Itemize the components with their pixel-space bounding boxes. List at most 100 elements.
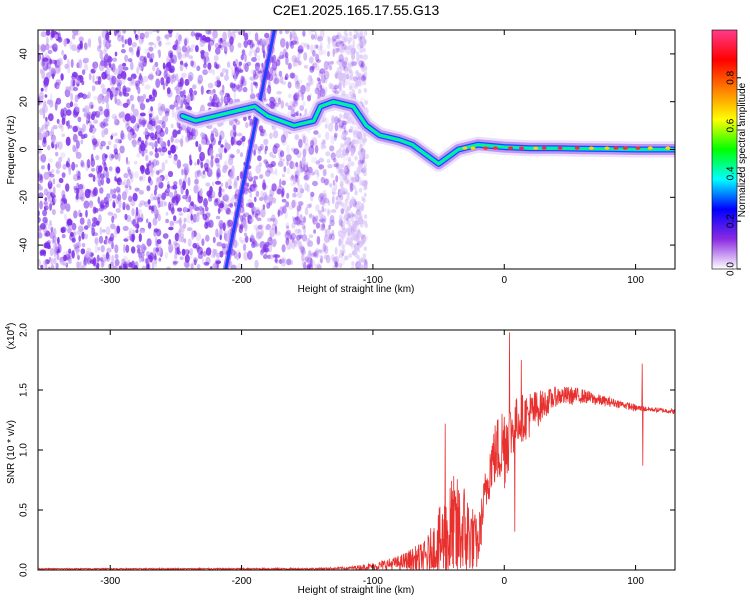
heatmap-noise-cell <box>124 39 127 45</box>
heatmap-noise-cell <box>301 246 305 255</box>
heatmap-noise-cell <box>229 31 236 41</box>
heatmap-noise-cell <box>135 206 139 217</box>
heatmap-noise-cell <box>152 65 156 72</box>
heatmap-noise-cell <box>170 144 176 154</box>
heatmap-noise-cell <box>292 192 297 198</box>
heatmap-noise-cell <box>53 242 58 252</box>
heatmap-noise-cell <box>312 62 317 69</box>
heatmap-noise-cell <box>110 188 114 195</box>
heatmap-noise-cell <box>187 71 194 82</box>
heatmap-noise-cell <box>290 232 296 240</box>
heatmap-noise-cell <box>74 94 79 103</box>
heatmap-noise-cell <box>42 209 48 217</box>
heatmap-noise-cell <box>272 265 279 269</box>
heatmap-noise-cell <box>291 161 296 170</box>
heatmap-noise-cell <box>138 136 142 142</box>
heatmap-noise-cell <box>71 33 76 40</box>
heatmap-noise-cell <box>118 91 123 97</box>
heatmap-noise-cell <box>139 228 146 234</box>
heatmap-noise-cell <box>116 188 121 195</box>
heatmap-noise-cell <box>310 30 317 33</box>
heatmap-noise-cell <box>271 214 276 222</box>
heatmap-noise-cell <box>72 229 77 239</box>
heatmap-noise-cell <box>327 61 331 66</box>
heatmap-noise-cell <box>297 201 304 206</box>
heatmap-noise-cell <box>96 173 101 183</box>
heatmap-noise-cell <box>152 217 158 226</box>
heatmap-noise-cell <box>240 75 244 84</box>
heatmap-noise-cell <box>193 259 197 266</box>
heatmap-noise-cell <box>195 140 199 148</box>
heatmap-noise-cell <box>178 126 183 131</box>
heatmap-noise-cell <box>106 61 110 66</box>
heatmap-noise-cell <box>38 132 44 141</box>
heatmap-noise-cell <box>114 94 117 104</box>
heatmap-noise-cell <box>294 57 300 63</box>
heatmap-noise-cell <box>315 53 320 62</box>
heatmap-noise-cell <box>148 160 152 166</box>
heatmap-noise-cell <box>139 103 146 111</box>
heatmap-noise-cell <box>251 241 256 248</box>
heatmap-noise-cell <box>306 253 312 263</box>
heatmap-noise-cell <box>321 205 325 213</box>
heatmap-noise-cell <box>243 40 248 48</box>
heatmap-noise-cell <box>42 113 46 119</box>
heatmap-noise-cell <box>334 132 338 138</box>
heatmap-noise-cell <box>343 175 347 181</box>
heatmap-noise-cell <box>68 167 72 176</box>
heatmap-noise-cell <box>48 158 54 163</box>
heatmap-noise-cell <box>168 191 174 198</box>
heatmap-noise-cell <box>210 133 215 143</box>
heatmap-noise-cell <box>131 104 135 109</box>
heatmap-noise-cell <box>329 217 333 226</box>
heatmap-noise-cell <box>240 239 244 244</box>
heatmap-noise-cell <box>307 75 313 82</box>
heatmap-noise-cell <box>90 158 95 168</box>
heatmap-noise-cell <box>301 156 306 165</box>
heatmap-hotspot <box>508 146 514 150</box>
heatmap-noise-cell <box>101 229 106 233</box>
heatmap-noise-cell <box>279 178 282 188</box>
heatmap-noise-cell <box>321 139 326 146</box>
heatmap-noise-cell <box>47 163 51 171</box>
heatmap-noise-cell <box>147 199 151 205</box>
heatmap-noise-cell <box>73 185 78 191</box>
heatmap-noise-cell <box>363 246 368 252</box>
heatmap-noise-cell <box>124 113 131 122</box>
heatmap-noise-cell <box>230 65 234 70</box>
heatmap-noise-cell <box>191 230 195 240</box>
heatmap-noise-cell <box>338 54 344 63</box>
heatmap-noise-cell <box>125 160 131 165</box>
heatmap-noise-cell <box>60 226 67 233</box>
heatmap-noise-cell <box>146 238 152 247</box>
heatmap-noise-cell <box>47 113 54 122</box>
heatmap-noise-cell <box>103 256 107 263</box>
heatmap-noise-cell <box>45 116 48 122</box>
snr-x-tick-label: -300 <box>100 576 120 587</box>
heatmap-noise-cell <box>297 60 302 66</box>
heatmap-noise-cell <box>306 264 311 269</box>
heatmap-noise-cell <box>323 60 329 71</box>
heatmap-noise-cell <box>54 82 57 89</box>
heatmap-noise-cell <box>222 222 226 232</box>
heatmap-noise-cell <box>267 217 272 222</box>
heatmap-noise-cell <box>185 195 192 203</box>
heatmap-noise-cell <box>189 209 193 215</box>
heatmap-hotspot <box>470 146 476 150</box>
heatmap-noise-cell <box>352 38 356 48</box>
heatmap-noise-cell <box>191 95 196 101</box>
heatmap-noise-cell <box>349 211 354 217</box>
heatmap-noise-cell <box>292 176 297 185</box>
heatmap-noise-cell <box>137 30 140 35</box>
heatmap-noise-cell <box>123 244 126 254</box>
heatmap-noise-cell <box>202 170 206 175</box>
heatmap-noise-cell <box>185 188 189 197</box>
heatmap-noise-cell <box>105 32 110 41</box>
heatmap-noise-cell <box>238 251 241 259</box>
heatmap-noise-cell <box>154 236 158 247</box>
heatmap-noise-cell <box>323 70 330 80</box>
heatmap-noise-cell <box>41 124 47 131</box>
heatmap-noise-cell <box>151 136 156 141</box>
heatmap-noise-cell <box>362 160 368 169</box>
heatmap-noise-cell <box>344 68 348 74</box>
